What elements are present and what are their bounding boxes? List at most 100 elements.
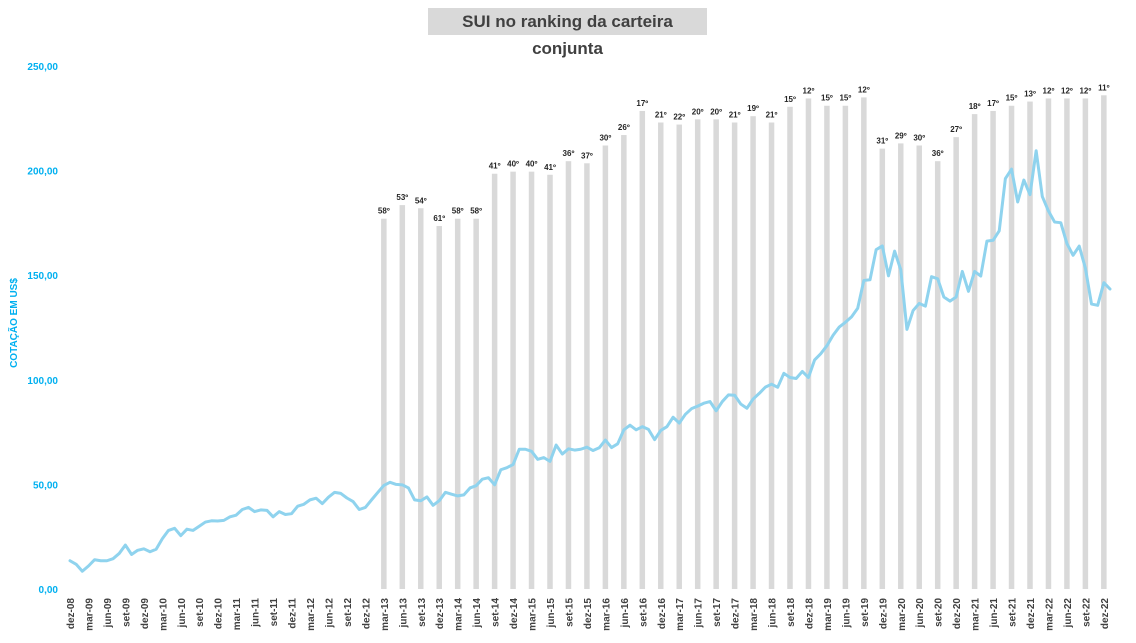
x-tick-label: dez-17 bbox=[731, 598, 742, 630]
bar bbox=[491, 173, 498, 589]
y-tick-label: 100,00 bbox=[27, 376, 58, 387]
rank-label: 30º bbox=[913, 133, 925, 142]
price-line bbox=[68, 149, 1112, 573]
x-tick-label: set-17 bbox=[712, 598, 723, 627]
x-tick-label: set-14 bbox=[491, 598, 502, 627]
x-tick-label: mar-18 bbox=[749, 598, 760, 631]
bar bbox=[750, 116, 756, 589]
bar bbox=[436, 226, 442, 589]
bar bbox=[1101, 95, 1107, 590]
bar bbox=[565, 161, 572, 589]
x-tick-label: dez-22 bbox=[1100, 598, 1111, 630]
bar bbox=[399, 205, 406, 590]
x-tick-label: mar-12 bbox=[306, 598, 317, 631]
bar bbox=[805, 98, 812, 590]
bar bbox=[1082, 98, 1089, 590]
rank-label: 53º bbox=[396, 193, 408, 202]
x-tick-label: jun-14 bbox=[472, 598, 483, 629]
rank-label: 30º bbox=[599, 133, 611, 142]
rank-label: 18º bbox=[969, 102, 981, 111]
bar bbox=[1045, 98, 1052, 590]
bar bbox=[934, 161, 941, 589]
x-tick-label: set-21 bbox=[1008, 598, 1019, 627]
bar bbox=[971, 114, 978, 589]
y-tick-label: 150,00 bbox=[27, 271, 58, 282]
x-tick-label: dez-08 bbox=[66, 598, 77, 630]
rank-label: 17º bbox=[987, 99, 999, 108]
rank-label: 19º bbox=[747, 104, 759, 113]
x-tick-label: dez-21 bbox=[1026, 598, 1037, 630]
rank-label: 54º bbox=[415, 196, 427, 205]
bar bbox=[842, 105, 849, 590]
chart-title: SUI no ranking da carteira conjunta bbox=[428, 8, 707, 58]
x-tick-label: dez-16 bbox=[657, 598, 668, 630]
x-tick-label: jun-16 bbox=[620, 598, 631, 629]
x-tick-label: dez-11 bbox=[288, 598, 299, 629]
x-tick-label: mar-09 bbox=[84, 598, 95, 631]
rank-label: 58º bbox=[470, 207, 482, 216]
rank-label: 21º bbox=[766, 110, 778, 119]
x-tick-label: jun-21 bbox=[989, 598, 1000, 629]
y-tick-label: 200,00 bbox=[27, 167, 58, 178]
x-tick-label: jun-11 bbox=[251, 598, 262, 628]
rank-label: 21º bbox=[729, 110, 741, 119]
rank-label: 31º bbox=[876, 137, 888, 146]
x-tick-label: set-12 bbox=[343, 598, 354, 627]
x-tick-label: set-20 bbox=[934, 598, 945, 627]
x-tick-label: mar-13 bbox=[380, 598, 391, 631]
rank-label: 40º bbox=[526, 160, 538, 169]
rank-labels: 58º 53º 54º 61º 58º 58º 41º 40º 40º 41º 36º 37º 30º 2… bbox=[378, 83, 1110, 223]
x-tick-label: mar-16 bbox=[601, 598, 612, 631]
bar bbox=[1064, 98, 1070, 590]
x-tick-label: set-13 bbox=[417, 598, 428, 627]
rank-label: 36º bbox=[932, 149, 944, 158]
rank-label: 15º bbox=[821, 94, 833, 103]
bar bbox=[639, 110, 646, 589]
x-tick-label: jun-09 bbox=[103, 598, 114, 629]
rank-label: 37º bbox=[581, 151, 593, 160]
x-tick-label: jun-17 bbox=[694, 598, 705, 629]
bar bbox=[602, 145, 609, 589]
x-tick-label: dez-18 bbox=[804, 598, 815, 630]
x-tick-label: jun-15 bbox=[546, 598, 557, 629]
x-tick-label: jun-22 bbox=[1063, 598, 1074, 629]
x-tick-label: mar-11 bbox=[232, 598, 243, 631]
x-tick-label: dez-12 bbox=[361, 598, 372, 630]
x-tick-label: jun-18 bbox=[768, 598, 779, 629]
bar bbox=[916, 145, 922, 589]
rank-label: 61º bbox=[433, 214, 445, 223]
rank-label: 11º bbox=[1098, 83, 1109, 92]
rank-label: 12º bbox=[1061, 86, 1073, 95]
bar bbox=[694, 119, 701, 589]
x-tick-label: set-10 bbox=[195, 598, 206, 627]
bar bbox=[584, 163, 590, 589]
rank-label: 29º bbox=[895, 131, 907, 140]
x-tick-label: dez-09 bbox=[140, 598, 151, 630]
bar bbox=[528, 171, 535, 589]
rank-label: 36º bbox=[563, 149, 575, 158]
bar bbox=[473, 218, 479, 589]
rank-label: 12º bbox=[803, 86, 815, 95]
y-tick-label: 250,00 bbox=[27, 62, 58, 73]
bar bbox=[898, 143, 904, 590]
x-axis: dez-08 mar-09 jun-09 set-09 dez-09 mar-10 jun-… bbox=[66, 598, 1111, 631]
bar-series bbox=[381, 95, 1107, 590]
bar bbox=[861, 97, 867, 589]
rank-label: 12º bbox=[858, 85, 870, 94]
rank-label: 58º bbox=[378, 207, 390, 216]
x-tick-label: jun-20 bbox=[915, 598, 926, 629]
bar bbox=[381, 218, 387, 589]
rank-label: 20º bbox=[692, 107, 704, 116]
bar bbox=[768, 122, 775, 589]
x-tick-label: dez-14 bbox=[509, 598, 520, 630]
y-tick-label: 50,00 bbox=[33, 480, 58, 491]
rank-label: 21º bbox=[655, 110, 667, 119]
bar bbox=[713, 119, 719, 589]
x-tick-label: set-15 bbox=[564, 598, 575, 627]
rank-label: 26º bbox=[618, 123, 630, 132]
x-tick-label: set-16 bbox=[638, 598, 649, 627]
rank-label: 12º bbox=[1043, 86, 1055, 95]
rank-label: 58º bbox=[452, 207, 464, 216]
rank-label: 17º bbox=[636, 99, 648, 108]
bar bbox=[418, 208, 424, 590]
